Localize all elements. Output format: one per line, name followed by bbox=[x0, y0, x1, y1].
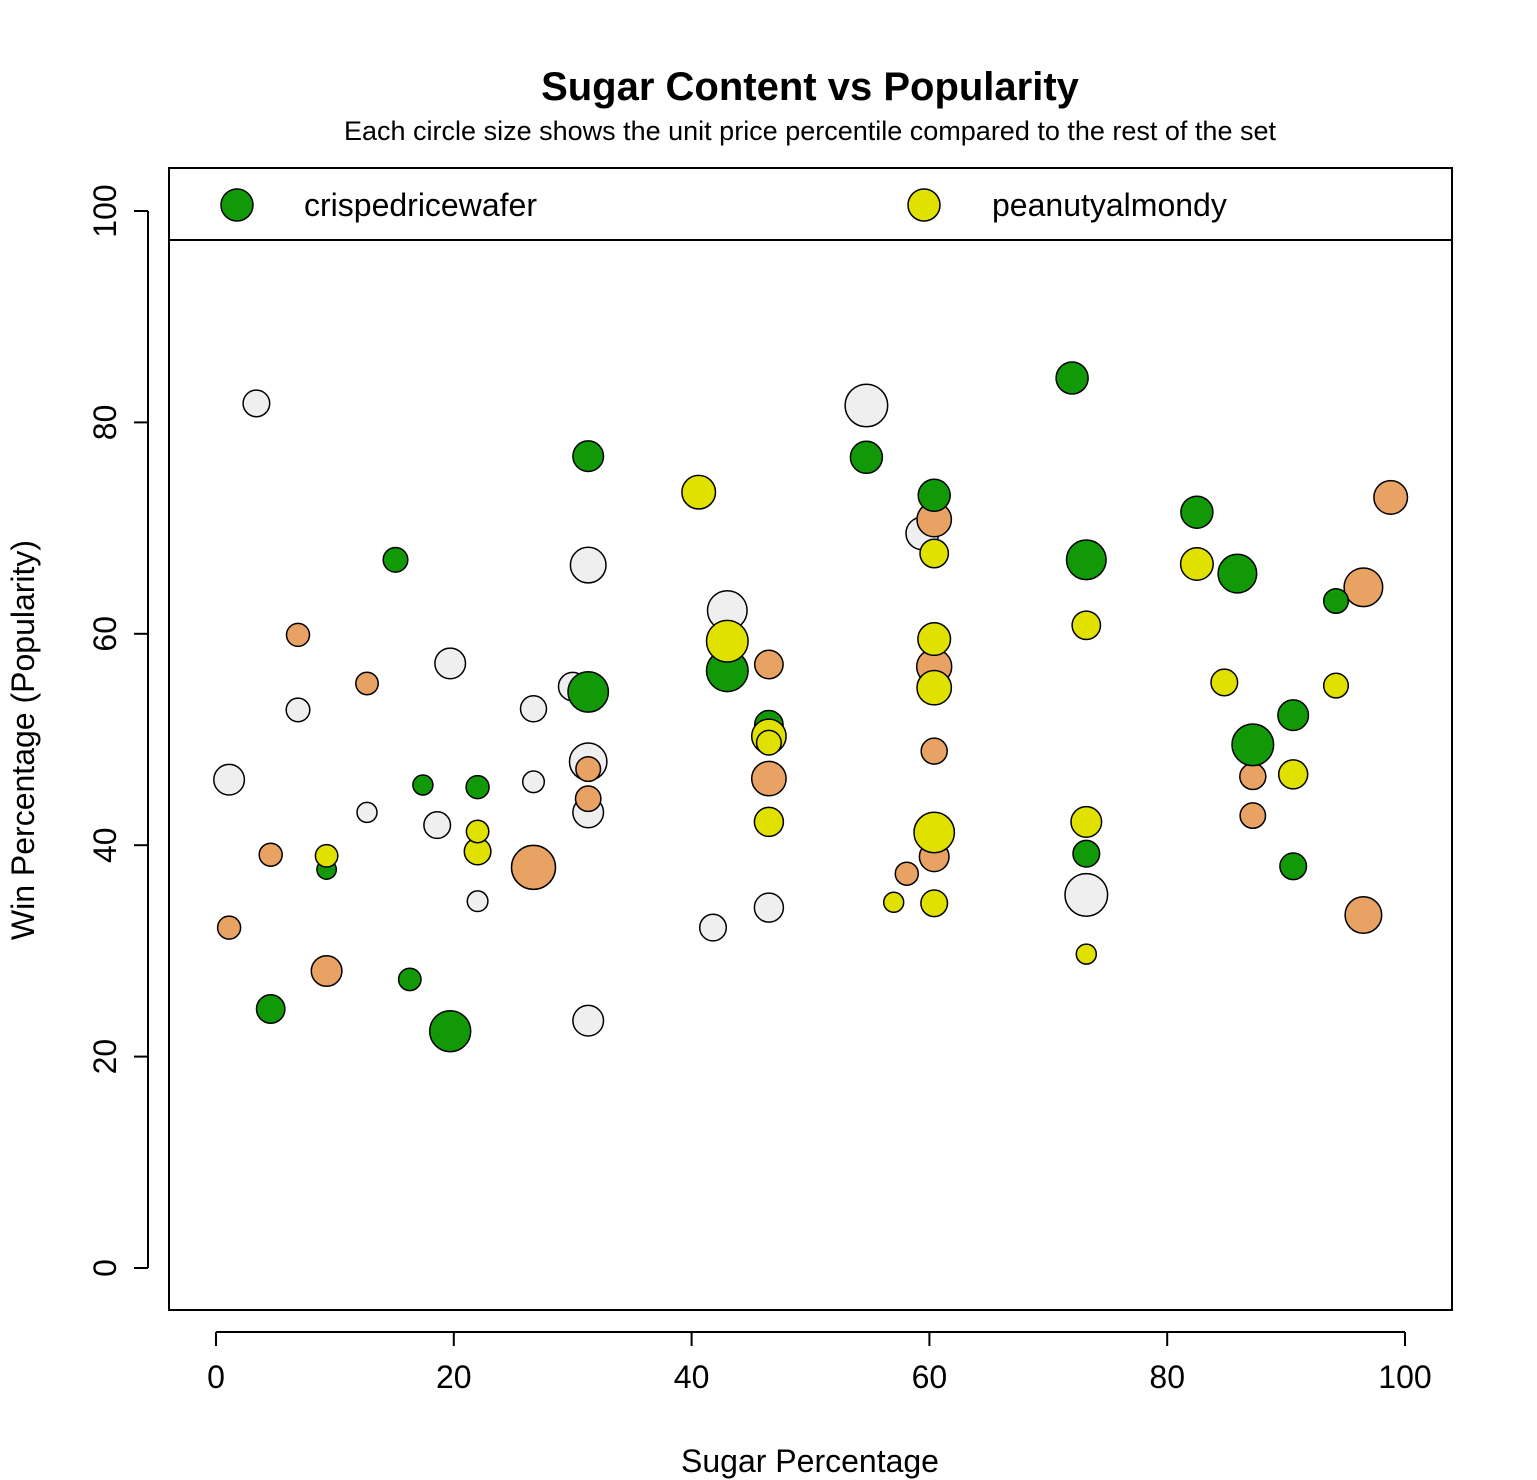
point-other_orange bbox=[920, 737, 948, 765]
point-crispedricewafer bbox=[382, 546, 409, 573]
point-peanutyalmondy bbox=[1075, 943, 1098, 965]
point-other_orange bbox=[258, 842, 283, 867]
point-peanutyalmondy bbox=[1210, 668, 1239, 697]
point-peanutyalmondy bbox=[465, 819, 490, 844]
point-other_white bbox=[572, 1004, 605, 1037]
point-peanutyalmondy bbox=[1277, 759, 1309, 790]
point-crispedricewafer bbox=[1072, 839, 1101, 868]
legend-marker-peanutyalmondy bbox=[907, 188, 941, 222]
point-crispedricewafer bbox=[465, 774, 490, 800]
point-other_orange bbox=[574, 785, 602, 813]
point-crispedricewafer bbox=[572, 440, 605, 473]
point-crispedricewafer bbox=[849, 440, 884, 475]
point-other_orange bbox=[753, 649, 784, 680]
point-other_orange bbox=[1239, 802, 1267, 830]
legend-box bbox=[168, 167, 1453, 241]
point-other_white bbox=[569, 546, 607, 584]
legend-label-peanutyalmondy: peanutyalmondy bbox=[992, 187, 1227, 223]
legend-label-crispedricewafer: crispedricewafer bbox=[304, 187, 537, 223]
point-other_orange bbox=[894, 861, 920, 886]
point-other_orange bbox=[1344, 895, 1383, 935]
point-peanutyalmondy bbox=[1322, 672, 1350, 699]
point-other_white bbox=[242, 389, 271, 418]
y-tick-label: 80 bbox=[87, 405, 123, 441]
legend-marker-crispedricewafer bbox=[220, 188, 254, 222]
point-peanutyalmondy bbox=[916, 669, 953, 706]
point-other_orange bbox=[1239, 762, 1267, 791]
point-other_white bbox=[1064, 872, 1109, 917]
point-peanutyalmondy bbox=[705, 619, 749, 663]
point-other_orange bbox=[355, 671, 379, 696]
point-crispedricewafer bbox=[1322, 587, 1350, 615]
point-crispedricewafer bbox=[428, 1009, 472, 1053]
y-tick-label: 60 bbox=[87, 616, 123, 652]
x-tick-label: 0 bbox=[207, 1359, 225, 1395]
point-peanutyalmondy bbox=[917, 622, 952, 657]
point-crispedricewafer bbox=[1217, 553, 1258, 594]
chart-subtitle: Each circle size shows the unit price pe… bbox=[344, 116, 1276, 146]
point-peanutyalmondy bbox=[753, 806, 785, 838]
point-other_white bbox=[698, 913, 728, 942]
point-other_white bbox=[285, 697, 311, 723]
legend: crispedricewafer peanutyalmondy bbox=[168, 167, 1453, 241]
chart-title: Sugar Content vs Popularity bbox=[541, 65, 1080, 109]
point-other_white bbox=[466, 890, 489, 913]
point-crispedricewafer bbox=[255, 994, 286, 1024]
point-crispedricewafer bbox=[567, 670, 610, 713]
y-tick-label: 100 bbox=[87, 184, 123, 237]
point-other_orange bbox=[1343, 567, 1384, 608]
point-other_orange bbox=[750, 760, 787, 797]
point-other_orange bbox=[1373, 479, 1409, 515]
y-tick-label: 20 bbox=[87, 1039, 123, 1075]
point-other_orange bbox=[575, 756, 602, 783]
point-peanutyalmondy bbox=[314, 843, 339, 868]
point-crispedricewafer bbox=[412, 774, 434, 796]
point-peanutyalmondy bbox=[920, 889, 949, 918]
point-crispedricewafer bbox=[1277, 699, 1310, 732]
point-other_white bbox=[844, 383, 889, 428]
point-crispedricewafer bbox=[1279, 852, 1308, 881]
y-axis: 0 20 40 60 80 100 bbox=[87, 184, 149, 1277]
point-peanutyalmondy bbox=[1070, 805, 1103, 838]
point-crispedricewafer bbox=[1065, 539, 1107, 581]
y-tick-label: 40 bbox=[87, 827, 123, 863]
point-other_white bbox=[753, 892, 785, 923]
point-crispedricewafer bbox=[397, 967, 422, 992]
point-peanutyalmondy bbox=[919, 538, 950, 569]
point-crispedricewafer bbox=[1231, 723, 1275, 767]
x-tick-label: 40 bbox=[674, 1359, 710, 1395]
point-other_orange bbox=[310, 954, 343, 988]
point-other_orange bbox=[510, 844, 557, 891]
point-other_orange bbox=[216, 915, 242, 940]
x-tick-label: 80 bbox=[1149, 1359, 1185, 1395]
point-other_white bbox=[519, 695, 548, 723]
y-axis-label: Win Percentage (Popularity) bbox=[5, 540, 41, 940]
point-peanutyalmondy bbox=[1179, 546, 1214, 582]
x-tick-label: 100 bbox=[1378, 1359, 1431, 1395]
point-crispedricewafer bbox=[1055, 361, 1089, 395]
point-peanutyalmondy bbox=[1071, 610, 1102, 641]
point-other_white bbox=[356, 801, 378, 824]
point-peanutyalmondy bbox=[882, 891, 905, 914]
point-other_white bbox=[213, 763, 246, 796]
y-tick-label: 0 bbox=[87, 1259, 123, 1277]
point-peanutyalmondy bbox=[913, 811, 956, 854]
x-tick-label: 60 bbox=[912, 1359, 948, 1395]
point-other_white bbox=[521, 770, 546, 794]
point-peanutyalmondy bbox=[755, 729, 782, 756]
point-other_white bbox=[423, 811, 452, 840]
point-crispedricewafer bbox=[917, 478, 951, 513]
point-peanutyalmondy bbox=[681, 474, 717, 510]
point-other_orange bbox=[285, 622, 311, 648]
x-axis-label: Sugar Percentage bbox=[681, 1443, 939, 1479]
x-tick-label: 20 bbox=[436, 1359, 472, 1395]
point-other_white bbox=[434, 647, 467, 680]
x-axis: 0 20 40 60 80 100 bbox=[207, 1331, 1432, 1395]
points-layer bbox=[213, 361, 1409, 1053]
point-crispedricewafer bbox=[1180, 495, 1214, 529]
